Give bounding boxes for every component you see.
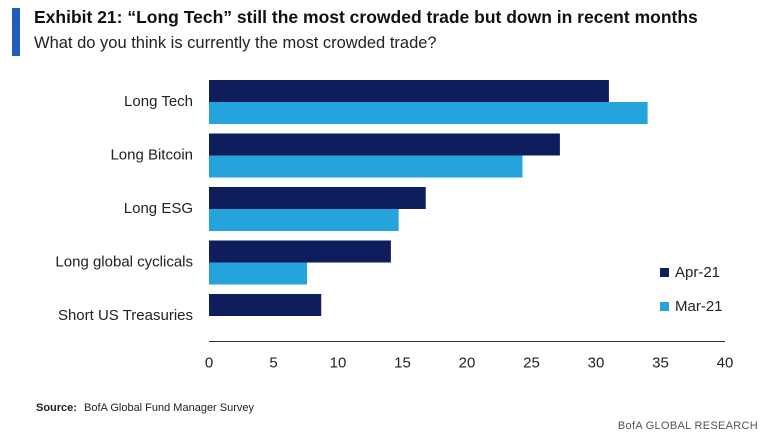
x-tick-label: 30 xyxy=(588,355,605,372)
x-tick-label: 10 xyxy=(330,355,347,372)
x-tick-label: 0 xyxy=(205,355,213,372)
x-tick-label: 25 xyxy=(523,355,540,372)
brand-footer: BofA GLOBAL RESEARCH xyxy=(617,420,758,432)
bar-mar-21-long-tech xyxy=(209,102,648,124)
bar-mar-21-long-bitcoin xyxy=(209,155,523,178)
source-note: Source: BofA Global Fund Manager Survey xyxy=(36,402,254,414)
x-tick-label: 20 xyxy=(459,355,476,372)
category-label: Short US Treasuries xyxy=(58,307,193,324)
chart-subtitle: What do you think is currently the most … xyxy=(34,34,437,52)
x-tick-label: 35 xyxy=(652,355,669,372)
bar-apr-21-long-global-cyclicals xyxy=(209,240,391,263)
legend-label: Apr-21 xyxy=(675,264,720,281)
bar-apr-21-short-us-treasuries xyxy=(209,294,322,316)
x-tick-label: 5 xyxy=(269,355,277,372)
bar-mar-21-long-global-cyclicals xyxy=(209,262,308,285)
legend-swatch xyxy=(660,268,669,277)
category-label: Long Bitcoin xyxy=(110,147,193,164)
x-tick-label: 40 xyxy=(717,355,734,372)
x-tick-label: 15 xyxy=(394,355,411,372)
legend-label: Mar-21 xyxy=(675,298,723,315)
bar-mar-21-long-esg xyxy=(209,209,399,231)
bar-chart: Long Tech Long Bitcoin Long ESG Long global… xyxy=(55,80,734,372)
bar-apr-21-long-tech xyxy=(209,80,609,102)
category-label: Long Tech xyxy=(124,93,193,110)
chart-title: Exhibit 21: “Long Tech” still the most c… xyxy=(34,7,698,27)
legend-swatch xyxy=(660,302,669,311)
source-label: Source: xyxy=(36,402,77,414)
category-label: Long global cyclicals xyxy=(55,254,193,271)
source-text: BofA Global Fund Manager Survey xyxy=(84,402,255,414)
bar-apr-21-long-bitcoin xyxy=(209,133,560,156)
category-label: Long ESG xyxy=(124,200,193,217)
accent-bar xyxy=(12,8,20,56)
bar-apr-21-long-esg xyxy=(209,187,426,209)
